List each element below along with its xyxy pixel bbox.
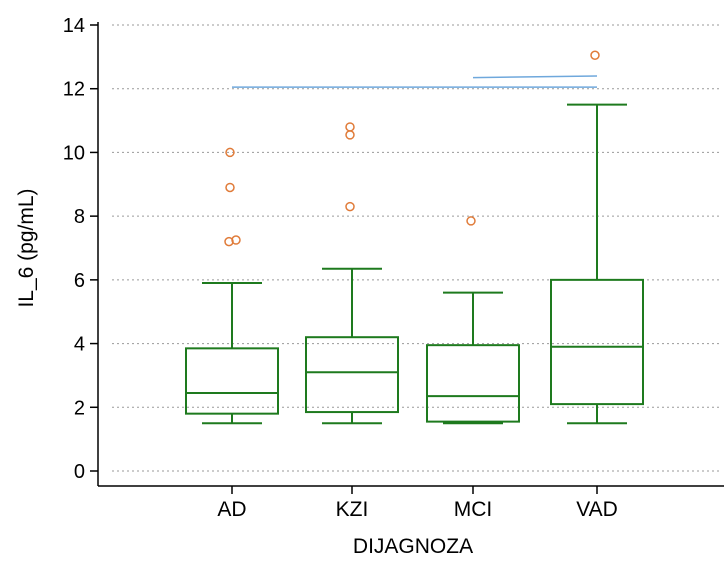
box-vad [550, 103, 644, 425]
box-kzi [305, 267, 399, 425]
outlier-point [231, 235, 241, 245]
y-tick-label: 4 [74, 334, 85, 356]
x-axis-title: DIJAGNOZA [353, 535, 473, 558]
outlier-point [345, 122, 355, 132]
outlier-point [345, 201, 355, 212]
x-tick-label: KZI [336, 498, 369, 521]
reference-lines [232, 75, 598, 88]
box-iqr [185, 347, 279, 415]
outliers [224, 50, 600, 247]
x-tick-label: AD [217, 498, 246, 521]
y-tick-label: 10 [63, 142, 85, 164]
outlier-point [345, 130, 355, 140]
reference-line [472, 75, 598, 79]
y-tick-label: 12 [63, 79, 85, 101]
x-tick-label: MCI [454, 498, 493, 521]
y-tick-label: 6 [74, 270, 85, 292]
x-tick-label: VAD [576, 498, 618, 521]
box-iqr [426, 344, 520, 423]
outlier-point [225, 182, 235, 193]
y-axis-ticks: 0 2 4 6 8 10 12 14 [63, 15, 98, 483]
box-iqr [550, 278, 644, 406]
outlier-point [466, 216, 476, 226]
box-iqr [305, 336, 399, 414]
y-axis-title: IL_6 (pg/mL) [15, 188, 38, 307]
axes [97, 22, 724, 487]
y-tick-label: 2 [74, 397, 85, 419]
y-tick-label: 8 [74, 206, 85, 228]
box-ad [185, 282, 279, 425]
box-mci [426, 291, 520, 425]
boxes [185, 103, 644, 425]
y-tick-label: 0 [74, 461, 85, 483]
y-tick-label: 14 [63, 15, 85, 37]
outlier-point [225, 147, 235, 158]
outlier-point [590, 50, 600, 61]
x-axis-ticks: AD KZI MCI VAD [217, 486, 618, 521]
